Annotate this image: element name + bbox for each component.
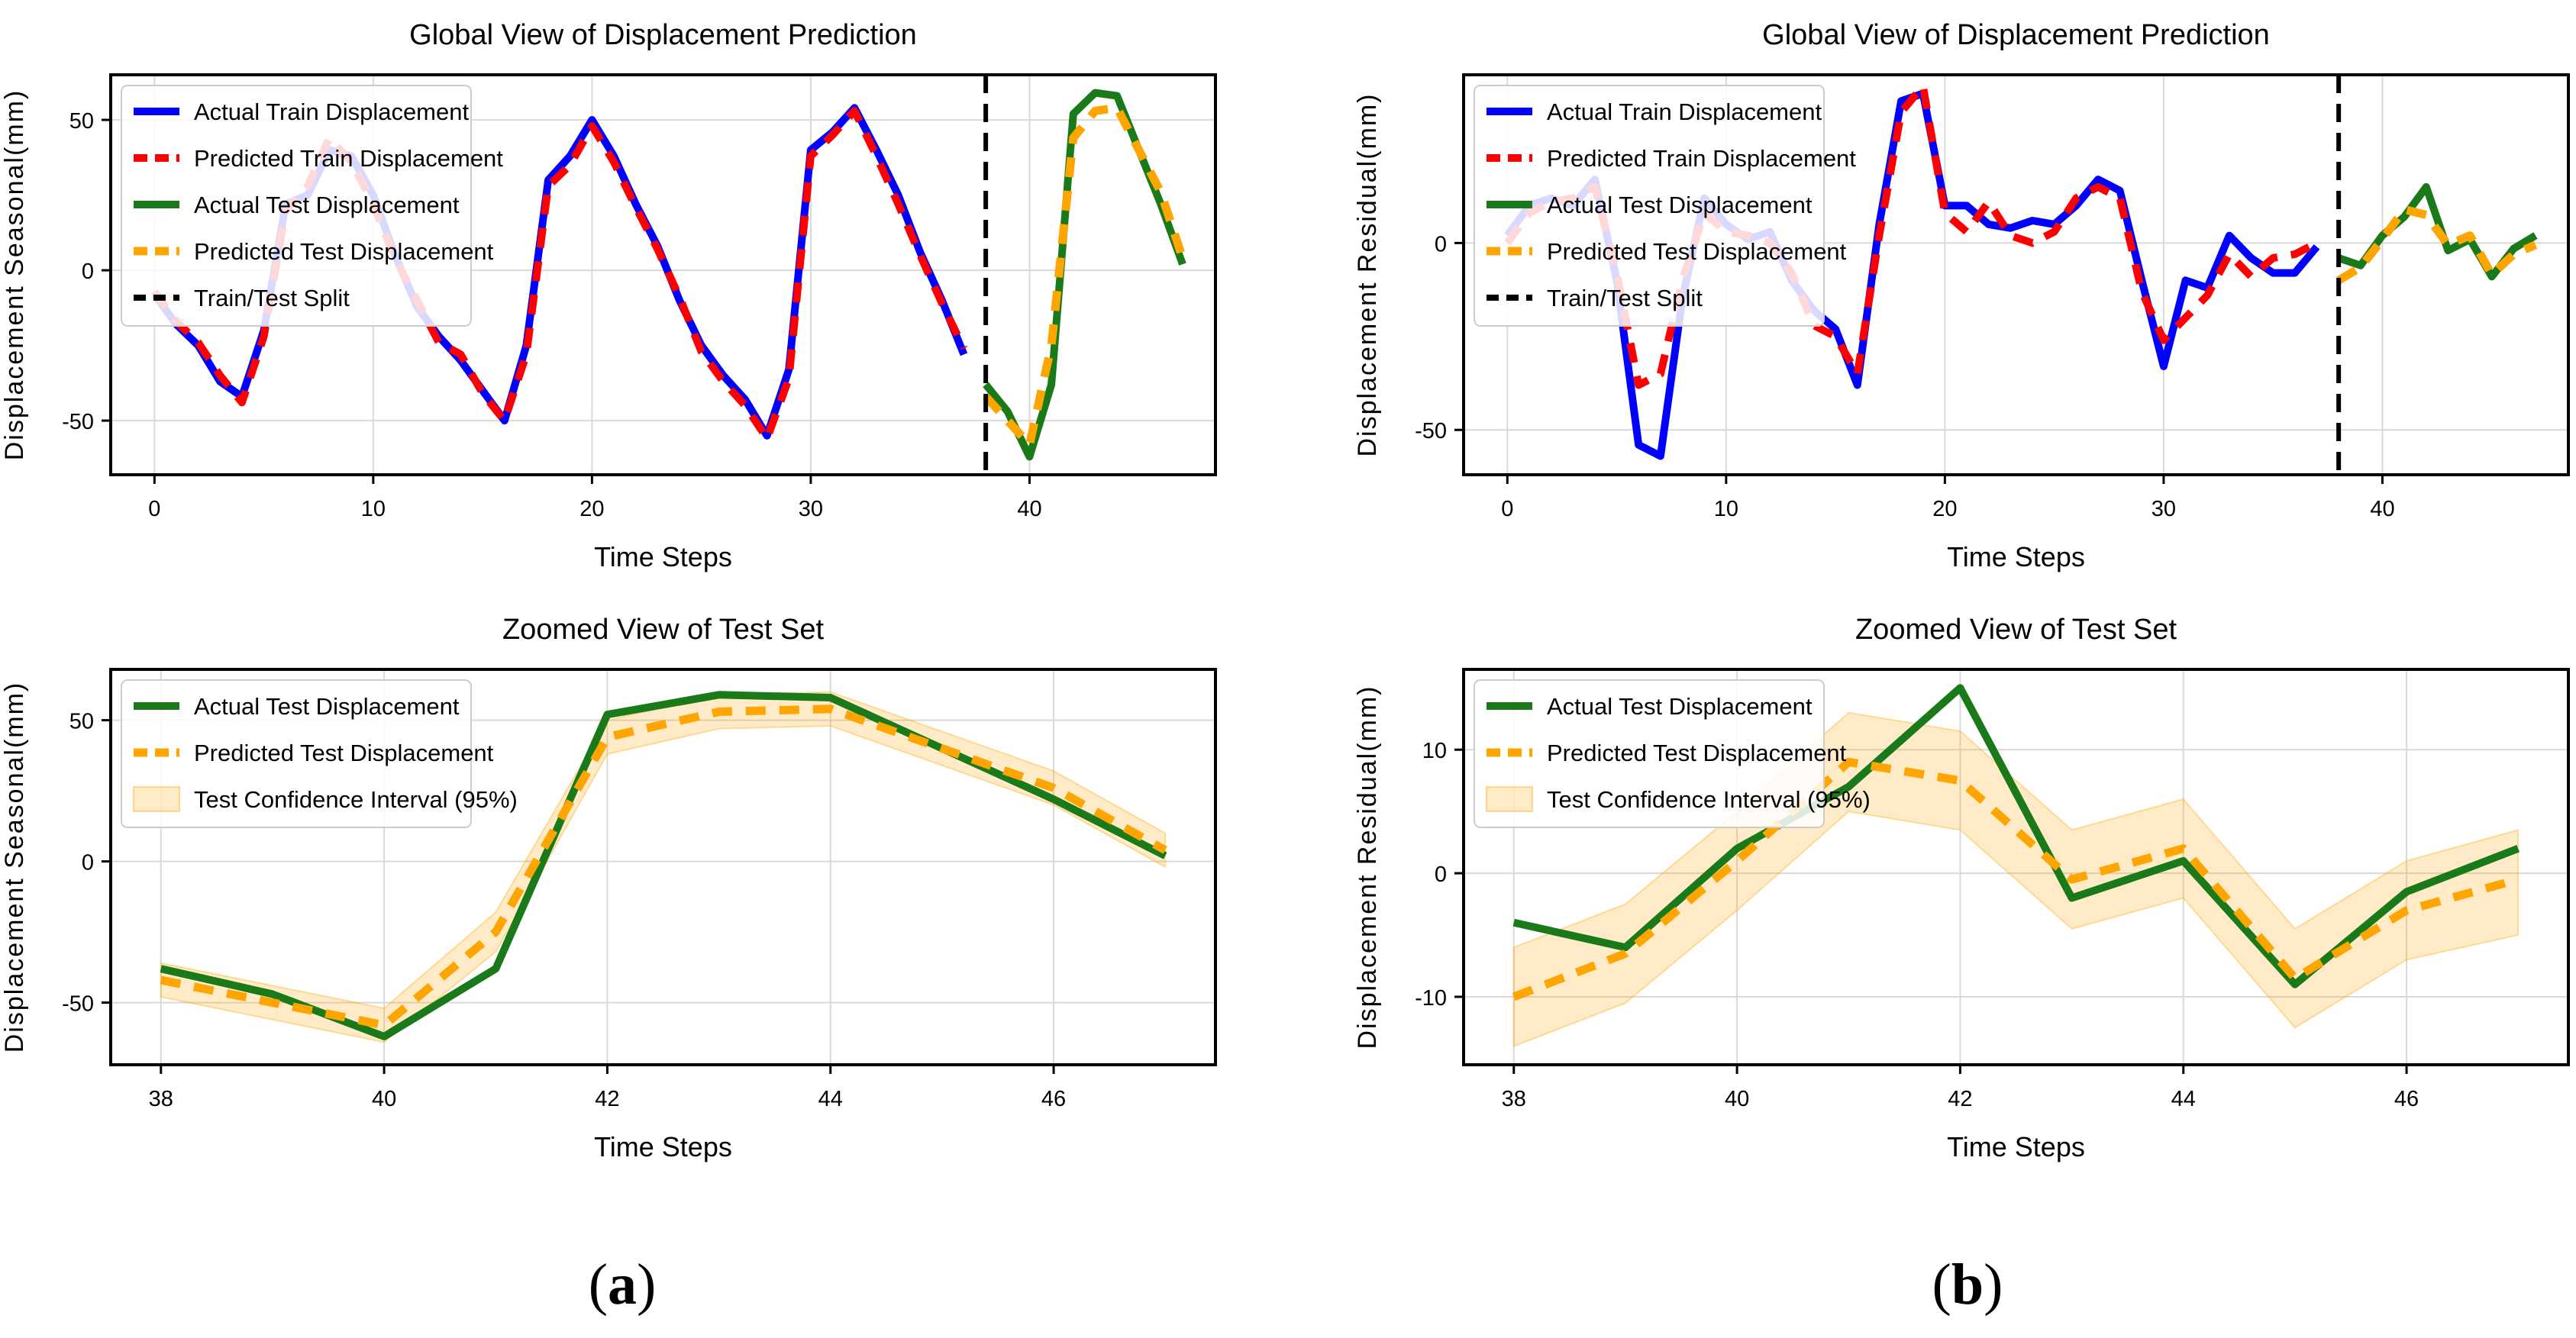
y-tick-label: 0 [82,260,94,284]
axes-frame [1462,73,2570,476]
y-axis-label: Displacement Residual(mm) [1353,92,1382,456]
legend-label: Actual Test Displacement [1547,192,1813,218]
x-tick-label: 46 [1041,1087,1066,1111]
x-axis-label: Time Steps [594,541,732,572]
legend-swatch-ci [133,786,180,812]
series-line-test-pred [160,704,1167,1030]
axes-frame [109,73,1217,476]
y-tick-label: 50 [69,710,94,734]
y-tick-label: 0 [1435,862,1447,887]
plot-area [1504,75,2538,475]
legend-label: Predicted Test Displacement [1547,740,1847,766]
x-tick-label: 10 [361,497,386,521]
x-tick-label: 0 [1501,497,1513,521]
legend-label: Actual Train Displacement [1547,98,1822,125]
panel-b-letter: b [1951,1253,1984,1317]
legend-label: Actual Train Displacement [194,98,469,125]
x-tick-label: 42 [1948,1087,1972,1111]
x-tick-label: 42 [595,1087,619,1111]
legend-label: Test Confidence Interval (95%) [1547,786,1871,813]
y-tick-label: 0 [1435,232,1447,256]
y-tick-label: -10 [1415,986,1447,1011]
legend-label: Predicted Test Displacement [194,238,494,265]
x-tick-label: 38 [149,1087,173,1111]
chart-title: Zoomed View of Test Set [502,614,824,646]
y-axis-label: Displacement Seasonal(mm) [0,682,29,1053]
chart-title: Global View of Displacement Prediction [409,19,917,51]
panel-b-paren-close: ) [1984,1253,2003,1317]
legend-frame [121,85,472,327]
x-tick-label: 40 [372,1087,396,1111]
x-tick-label: 44 [818,1087,843,1111]
y-tick-label: 10 [1422,739,1447,763]
legend-label: Actual Test Displacement [194,693,460,720]
legend-label: Test Confidence Interval (95%) [194,786,518,813]
panel-a-paren-close: ) [637,1253,657,1317]
chart-title: Zoomed View of Test Set [1855,614,2177,646]
legend-label: Predicted Test Displacement [1547,238,1847,265]
y-tick-label: -50 [1415,419,1447,443]
y-tick-label: 50 [69,109,94,134]
x-tick-label: 44 [2171,1087,2196,1111]
chart-b-zoom: 38 40 42 44 46 -10 0 10 Zoomed View of Test Set T… [1353,614,2570,1162]
series-line-test-actual [983,89,1186,461]
x-tick-label: 38 [1502,1087,1526,1111]
series-line-test-pred [983,103,1187,450]
x-tick-label: 10 [1714,497,1738,521]
y-tick-label: -50 [62,992,94,1017]
chart-a-zoom: 38 40 42 44 46 -50 0 50 Zoomed View of Test Set T… [0,614,1217,1162]
axes-frame [1462,668,2570,1066]
panel-a-letter: a [608,1253,637,1317]
panel-b-paren-open: ( [1932,1253,1951,1317]
chart-title: Global View of Displacement Prediction [1762,19,2270,51]
legend-label: Actual Test Displacement [1547,693,1813,720]
legend-label: Actual Test Displacement [194,192,460,218]
x-tick-label: 40 [1725,1087,1749,1111]
x-tick-label: 30 [799,497,823,521]
y-tick-label: 0 [82,851,94,875]
legend: Actual Train Displacement Predicted Train… [1474,85,1856,327]
x-tick-label: 20 [579,497,604,521]
x-tick-label: 46 [2394,1087,2419,1111]
panel-a-paren-open: ( [588,1253,608,1317]
y-axis-label: Displacement Residual(mm) [1353,685,1382,1049]
x-tick-label: 40 [2370,497,2394,521]
legend-label: Train/Test Split [1547,285,1703,311]
y-tick-label: -50 [62,410,94,434]
legend-frame [121,679,472,828]
legend-frame [1474,85,1825,327]
plot-area [160,691,1167,1043]
axes-frame [109,668,1217,1066]
x-tick-label: 30 [2152,497,2176,521]
x-axis-label: Time Steps [1947,541,2085,572]
legend-swatch-ci [1486,786,1533,812]
legend-label: Predicted Test Displacement [194,740,494,766]
legend-label: Predicted Train Displacement [1547,145,1856,172]
x-axis-label: Time Steps [594,1131,732,1162]
series-line-train-pred [1504,82,2319,389]
legend: Actual Test Displacement Predicted Test D… [1474,679,1871,828]
legend-label: Predicted Train Displacement [194,145,503,172]
series-line-test-actual [1512,684,2520,988]
x-tick-label: 40 [1017,497,1041,521]
x-axis-label: Time Steps [1947,1131,2085,1162]
series-line-test-pred [2336,205,2538,285]
y-axis-label: Displacement Seasonal(mm) [0,89,29,461]
chart-a-global: 0 10 20 30 40 -50 0 50 Global View of Displaceme… [0,19,1217,572]
chart-b-global: 0 10 20 30 40 -50 0 Global View of Displacement… [1353,19,2570,572]
legend: Actual Test Displacement Predicted Test D… [121,679,518,828]
legend-label: Train/Test Split [194,285,350,311]
x-tick-label: 0 [148,497,160,521]
legend-frame [1474,679,1825,828]
legend: Actual Train Displacement Predicted Train… [121,85,503,327]
panel-label-b: (b) [1853,1252,2082,1318]
x-tick-label: 20 [1932,497,1957,521]
panel-label-a: (a) [508,1252,737,1318]
